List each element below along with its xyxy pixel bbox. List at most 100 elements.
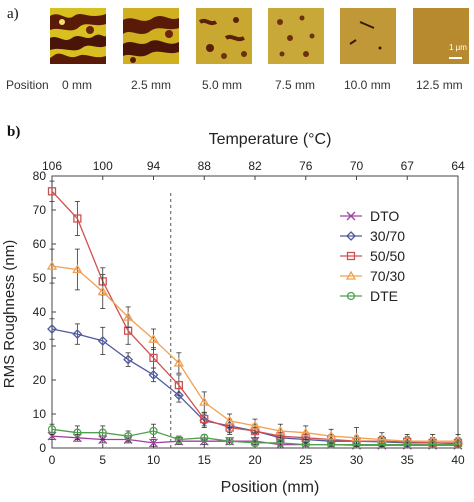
point-3-8 xyxy=(249,420,261,430)
position-label-3: 7.5 mm xyxy=(275,78,316,92)
y-tick-label-4: 40 xyxy=(33,305,47,319)
top-tick-label-4: 82 xyxy=(248,159,262,173)
legend-label-1: 30/70 xyxy=(370,228,405,244)
series-DTE xyxy=(47,423,463,449)
x-tick-label-0: 0 xyxy=(49,453,56,467)
legend-label-0: DTO xyxy=(370,208,399,224)
scale-bar xyxy=(449,57,462,59)
point-0-4-b xyxy=(149,438,158,448)
point-4-8 xyxy=(250,438,260,448)
point-4-5 xyxy=(174,435,184,444)
afm-image-5.0mm xyxy=(196,8,252,64)
series-50/50 xyxy=(47,180,463,449)
point-3-11 xyxy=(326,430,337,440)
x-tick-label-4: 20 xyxy=(248,453,262,467)
point-4-15 xyxy=(428,440,437,449)
afm-image-7.5mm xyxy=(268,8,324,64)
x-tick-label-2: 10 xyxy=(147,453,161,467)
legend-marker-0-b xyxy=(346,211,356,221)
top-tick-label-8: 64 xyxy=(451,159,465,173)
point-3-10 xyxy=(300,427,311,437)
point-1-3 xyxy=(123,354,134,365)
point-4-2 xyxy=(98,428,107,437)
point-3-5 xyxy=(173,357,184,367)
point-4-11 xyxy=(326,440,336,449)
point-4-16 xyxy=(453,440,463,449)
legend-marker-0 xyxy=(346,211,356,221)
roughness-chart: Temperature (°C) Position (mm) RMS Rough… xyxy=(1,131,465,496)
legend: DTO 30/70 50/50 70/30 DTE xyxy=(340,208,405,304)
legend-label-3: 70/30 xyxy=(370,268,405,284)
point-2-4 xyxy=(149,353,158,363)
x-tick-label-3: 15 xyxy=(198,453,212,467)
y-tick-label-5: 50 xyxy=(33,271,47,285)
y-tick-label-7: 70 xyxy=(33,203,47,217)
point-3-6 xyxy=(199,396,210,406)
legend-label-4: DTE xyxy=(370,288,398,304)
legend-label-2: 50/50 xyxy=(370,248,405,264)
x-tick-label-8: 40 xyxy=(451,453,465,467)
top-tick-label-5: 76 xyxy=(299,159,313,173)
point-3-1 xyxy=(72,264,83,274)
position-label-4: 10.0 mm xyxy=(344,78,391,92)
top-tick-label-0: 106 xyxy=(42,159,62,173)
point-2-0 xyxy=(47,187,57,196)
point-1-1 xyxy=(72,329,83,340)
afm-image-10.0mm xyxy=(340,8,396,64)
legend-marker-3 xyxy=(345,270,357,280)
plot-area: 0 10 20 30 40 50 60 70 80 0 5 10 15 20 25 30 35 40 106 100 9… xyxy=(33,159,465,467)
position-label-1: 2.5 mm xyxy=(131,78,172,92)
top-tick-label-2: 94 xyxy=(147,159,161,173)
point-3-0 xyxy=(46,260,58,270)
point-0-0-b xyxy=(47,431,57,441)
point-3-3 xyxy=(123,311,134,321)
point-0-4 xyxy=(149,438,158,448)
legend-marker-1 xyxy=(346,231,356,241)
panel-a-letter: a) xyxy=(7,6,19,22)
afm-image-2.5mm xyxy=(123,8,179,64)
top-tick-label-6: 70 xyxy=(350,159,364,173)
panel-a: a) xyxy=(0,0,474,110)
y-tick-label-0: 0 xyxy=(39,441,46,455)
position-label-5: 12.5 mm xyxy=(416,78,463,92)
x-tick-label-1: 5 xyxy=(99,453,106,467)
series-line-3 xyxy=(51,265,458,442)
point-3-7 xyxy=(224,415,235,425)
y-tick-label-2: 20 xyxy=(33,373,47,387)
point-4-10 xyxy=(301,440,310,449)
point-4-9 xyxy=(276,438,285,448)
legend-marker-2 xyxy=(346,251,356,261)
point-4-13 xyxy=(377,440,387,449)
y-tick-label-1: 10 xyxy=(33,407,47,421)
point-4-0 xyxy=(47,425,57,434)
point-4-4 xyxy=(149,426,158,436)
afm-image-12.5mm xyxy=(413,8,469,64)
top-tick-label-3: 88 xyxy=(198,159,212,173)
y-axis-title: RMS Roughness (nm) xyxy=(1,240,18,388)
point-2-1 xyxy=(73,214,82,223)
position-label-0: 0 mm xyxy=(62,78,92,92)
point-4-6 xyxy=(200,433,209,442)
point-3-9 xyxy=(275,425,286,435)
x-tick-label-7: 35 xyxy=(401,453,415,467)
point-2-6 xyxy=(200,414,209,424)
y-tick-label-6: 60 xyxy=(33,237,47,251)
x-axis-title: Position (mm) xyxy=(221,479,320,496)
scale-bar-label: 1 μm xyxy=(449,43,467,52)
point-4-1 xyxy=(73,428,82,437)
point-0-0 xyxy=(47,431,57,441)
position-label-2: 5.0 mm xyxy=(202,78,243,92)
point-2-5 xyxy=(174,380,184,390)
point-4-7 xyxy=(225,437,234,446)
point-3-4 xyxy=(148,333,159,343)
y-tick-label-3: 30 xyxy=(33,339,47,353)
point-1-5 xyxy=(173,390,184,401)
point-4-14 xyxy=(403,440,412,449)
point-4-12 xyxy=(352,440,361,449)
position-row-label: Position xyxy=(6,78,49,92)
x-tick-label-6: 30 xyxy=(350,453,364,467)
top-tick-label-7: 67 xyxy=(401,159,415,173)
x-tick-label-5: 25 xyxy=(299,453,313,467)
series-70/30 xyxy=(46,248,464,449)
afm-image-0mm xyxy=(50,8,106,64)
